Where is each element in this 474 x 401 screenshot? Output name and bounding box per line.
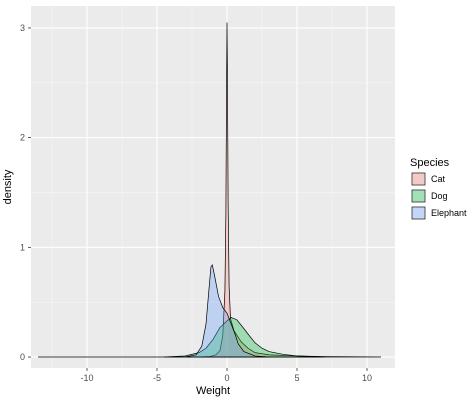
- x-tick-label: -10: [80, 373, 93, 383]
- legend-swatch-cat: [411, 172, 426, 186]
- density-area-elephant: [184, 263, 270, 358]
- y-axis-ticks: 0 1 2 3: [20, 23, 31, 362]
- x-axis-title: Weight: [196, 385, 230, 397]
- y-tick-label: 1: [20, 242, 25, 252]
- density-area-cat: [38, 22, 382, 358]
- legend-key-bg: [411, 206, 426, 220]
- x-tick-label: 5: [294, 373, 299, 383]
- plot-panel: [31, 6, 395, 368]
- legend: Species Cat Dog Elephant: [410, 157, 467, 220]
- minor-gridlines: [31, 6, 395, 368]
- density-curves: [38, 22, 382, 358]
- y-axis-title: density: [2, 169, 14, 204]
- density-area-dog: [163, 317, 326, 358]
- x-axis-ticks: -10 -5 0 5 10: [80, 368, 372, 383]
- y-tick-label: 2: [20, 133, 25, 143]
- legend-key-bg: [411, 189, 426, 203]
- legend-swatch-elephant: [411, 206, 426, 220]
- legend-title: Species: [410, 157, 450, 169]
- y-tick-label: 0: [20, 352, 25, 362]
- legend-swatch-dog: [411, 189, 426, 203]
- x-tick-label: 0: [224, 373, 229, 383]
- legend-label-cat: Cat: [431, 174, 446, 184]
- legend-key-bg: [411, 172, 426, 186]
- y-tick-label: 3: [20, 23, 25, 33]
- legend-label-elephant: Elephant: [431, 208, 467, 218]
- x-tick-label: 10: [362, 373, 372, 383]
- legend-label-dog: Dog: [431, 191, 448, 201]
- x-tick-label: -5: [153, 373, 161, 383]
